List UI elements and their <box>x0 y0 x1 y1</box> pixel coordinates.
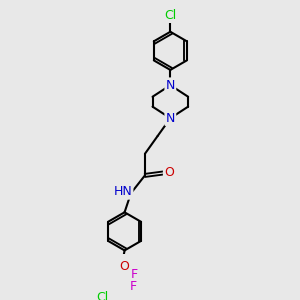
Text: N: N <box>166 79 175 92</box>
Text: F: F <box>131 268 138 281</box>
Text: HN: HN <box>113 185 132 198</box>
Text: O: O <box>119 260 129 273</box>
Text: N: N <box>166 112 175 125</box>
Text: O: O <box>164 167 174 179</box>
Text: Cl: Cl <box>96 291 109 300</box>
Text: Cl: Cl <box>164 9 176 22</box>
Text: F: F <box>129 280 137 292</box>
